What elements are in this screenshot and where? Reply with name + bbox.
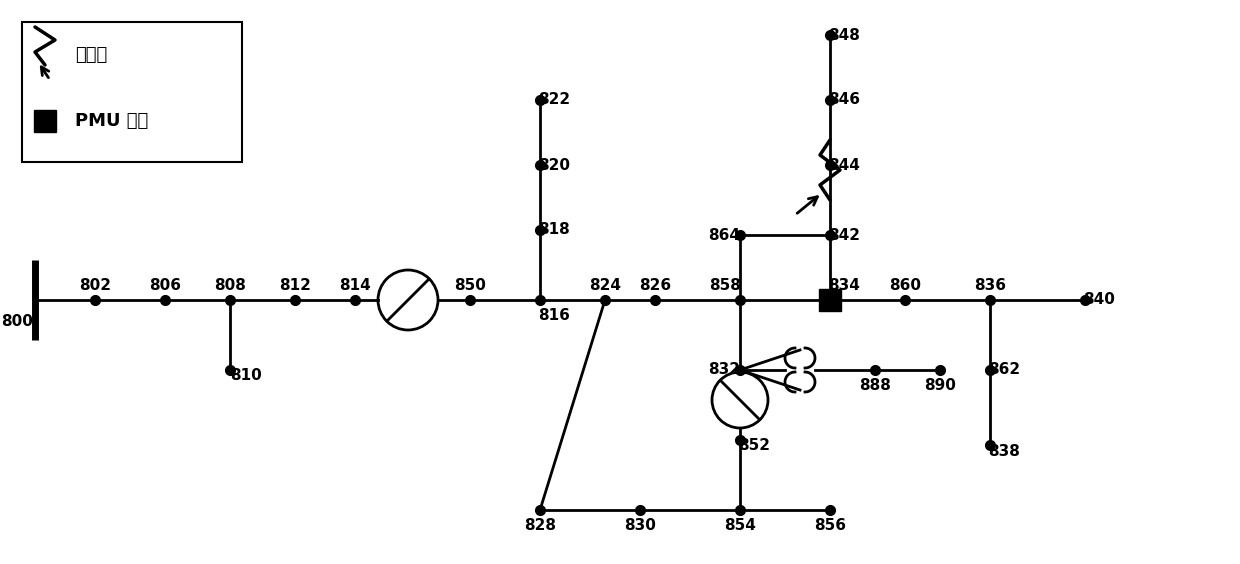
- Bar: [22, 22, 242, 162]
- Text: 844: 844: [828, 157, 859, 173]
- Text: PMU 装置: PMU 装置: [74, 112, 149, 130]
- Bar: [33, 110, 56, 132]
- Text: 826: 826: [639, 279, 671, 293]
- Text: 824: 824: [589, 279, 621, 293]
- Text: 858: 858: [709, 279, 742, 293]
- Text: 848: 848: [828, 28, 859, 42]
- Text: 816: 816: [538, 309, 570, 324]
- Text: 802: 802: [79, 279, 112, 293]
- Text: 852: 852: [738, 438, 770, 453]
- Text: 810: 810: [231, 368, 262, 384]
- Text: 842: 842: [828, 227, 861, 243]
- Text: 832: 832: [708, 363, 740, 377]
- Text: 864: 864: [708, 227, 740, 243]
- Text: 800: 800: [1, 315, 33, 329]
- Text: 838: 838: [988, 443, 1021, 459]
- Text: 862: 862: [988, 363, 1021, 377]
- Text: 840: 840: [1083, 293, 1115, 307]
- Text: 812: 812: [279, 279, 311, 293]
- Text: 836: 836: [973, 279, 1006, 293]
- Text: 846: 846: [828, 92, 861, 108]
- Text: 888: 888: [859, 378, 890, 394]
- Text: 814: 814: [339, 279, 371, 293]
- Text: 806: 806: [149, 279, 181, 293]
- Text: 854: 854: [724, 518, 756, 534]
- Text: 828: 828: [525, 518, 556, 534]
- Text: 818: 818: [538, 223, 570, 237]
- Text: 890: 890: [924, 378, 956, 394]
- Text: 860: 860: [889, 279, 921, 293]
- Text: 故障点: 故障点: [74, 46, 107, 64]
- Text: 856: 856: [813, 518, 846, 534]
- Text: 850: 850: [454, 279, 486, 293]
- Text: 820: 820: [538, 157, 570, 173]
- Text: 834: 834: [828, 279, 859, 293]
- Text: 830: 830: [624, 518, 656, 534]
- Bar: [818, 289, 841, 311]
- Text: 822: 822: [538, 92, 570, 108]
- Text: 808: 808: [215, 279, 246, 293]
